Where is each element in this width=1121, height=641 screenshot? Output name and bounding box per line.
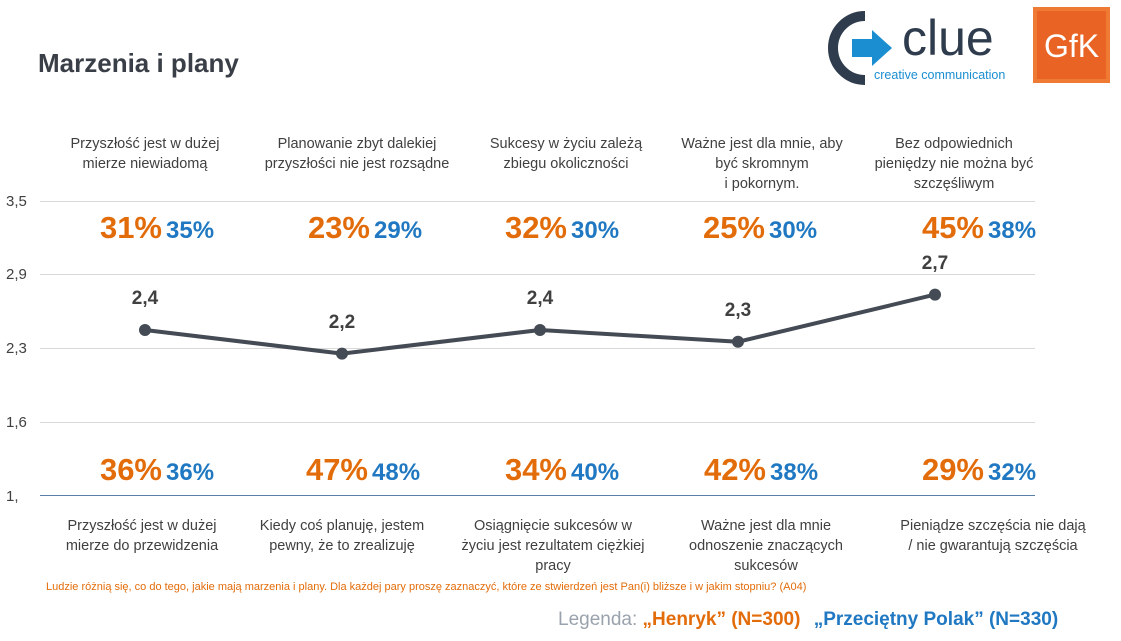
bottom-pct-3: 34% 40% (462, 452, 662, 488)
gridline (40, 422, 1035, 423)
pct-henryk: 42% (703, 452, 766, 487)
pct-polak: 30% (769, 217, 818, 244)
data-point (929, 288, 941, 301)
top-pct-1: 31% 35% (57, 210, 257, 246)
y-tick-label: 1, (6, 488, 19, 505)
gridline (40, 274, 1035, 275)
value-label: 2,7 (921, 252, 949, 274)
top-label-2: Planowanie zbyt dalekiej przyszłości nie … (264, 136, 450, 172)
y-tick-label: 2,9 (6, 266, 27, 283)
top-label-5: Bez odpowiednich pieniędzy nie można być s… (874, 136, 1034, 192)
pct-polak: 40% (571, 459, 620, 486)
pct-polak: 38% (988, 217, 1037, 244)
gfk-logo-text: GfK (1044, 28, 1099, 64)
legend: Legenda: „Henryk” (N=300) „Przeciętny Po… (558, 609, 1058, 631)
pct-polak: 36% (166, 459, 215, 486)
survey-question: Ludzie różnią się, co do tego, jakie maj… (46, 581, 807, 593)
pct-polak: 48% (372, 459, 421, 486)
pct-henryk: 23% (307, 210, 370, 245)
clue-logo: clue creative communication (828, 10, 1005, 85)
x-axis-line (40, 495, 1035, 496)
pct-polak: 35% (166, 217, 215, 244)
value-label: 2,3 (724, 299, 752, 321)
bottom-label-5: Pieniądze szczęścia nie dają / nie gwaran… (900, 518, 1086, 554)
y-tick-label: 1,6 (6, 414, 27, 431)
clue-logo-tagline: creative communication (874, 68, 1005, 82)
pct-henryk: 29% (921, 452, 984, 487)
pct-henryk: 47% (305, 452, 368, 487)
pct-henryk: 32% (504, 210, 567, 245)
top-pct-4: 25% 30% (660, 210, 860, 246)
value-label: 2,4 (131, 288, 159, 309)
top-label-4: Ważne jest dla mnie, aby być skromnym i po… (681, 136, 843, 192)
legend-polak: „Przeciętny Polak” (N=330) (813, 609, 1059, 630)
legend-label: Legenda: (558, 609, 638, 630)
pct-henryk: 45% (921, 210, 984, 245)
bottom-pct-2: 47% 48% (263, 452, 463, 488)
bottom-pct-4: 42% 38% (661, 452, 861, 488)
pct-henryk: 31% (99, 210, 162, 245)
bottom-label-2: Kiedy coś planuję, jestem pewny, że to zr… (259, 518, 425, 554)
clue-logo-text: clue (902, 10, 994, 66)
y-tick-label: 2,3 (6, 340, 27, 357)
gridline (40, 201, 1035, 202)
gridline (40, 348, 1035, 349)
data-point (732, 335, 744, 348)
top-label-1: Przyszłość jest w dużej mierze niewiadomą (70, 136, 220, 172)
pct-polak: 32% (988, 459, 1037, 486)
arrow-right-icon (852, 30, 892, 66)
clue-logo-arc (828, 11, 866, 85)
value-label: 2,4 (526, 288, 554, 309)
pct-henryk: 34% (504, 452, 567, 487)
pct-polak: 38% (770, 459, 819, 486)
bottom-label-3: Osiągnięcie sukcesów w życiu jest rezulta… (461, 518, 645, 574)
pct-polak: 29% (374, 217, 423, 244)
data-point (139, 324, 151, 336)
pct-henryk: 36% (99, 452, 162, 487)
value-label: 2,2 (328, 311, 356, 333)
top-pct-3: 32% 30% (462, 210, 662, 246)
gfk-logo: GfK (1033, 7, 1110, 83)
page-title: Marzenia i plany (38, 48, 239, 78)
legend-henryk: „Henryk” (N=300) (642, 609, 801, 630)
pct-polak: 30% (571, 217, 620, 244)
bottom-pct-5: 29% 32% (879, 452, 1079, 488)
top-label-3: Sukcesy w życiu zależą zbiegu okolicznośc… (489, 136, 643, 172)
bottom-label-1: Przyszłość jest w dużej mierze do przewid… (65, 518, 219, 554)
bottom-pct-1: 36% 36% (57, 452, 257, 488)
data-point (534, 324, 546, 336)
top-pct-2: 23% 29% (265, 210, 465, 246)
data-point (336, 347, 348, 360)
y-tick-label: 3,5 (6, 193, 27, 210)
pct-henryk: 25% (702, 210, 765, 245)
bottom-label-4: Ważne jest dla mnie odnoszenie znaczących… (689, 518, 843, 574)
top-pct-5: 45% 38% (879, 210, 1079, 246)
